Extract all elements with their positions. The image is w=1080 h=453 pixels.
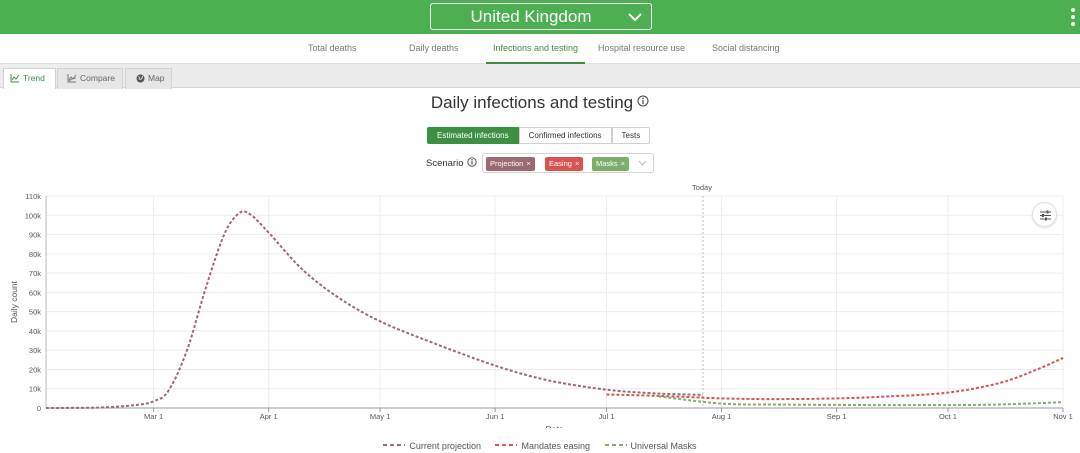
y-tick-label: 60k — [29, 288, 41, 297]
legend-label: Current projection — [409, 441, 481, 451]
tab-map[interactable]: Map — [125, 68, 172, 89]
x-tick-label: May 1 — [370, 412, 390, 421]
x-tick-label: Mar 1 — [144, 412, 163, 421]
tab-hospital-resource-use[interactable]: Hospital resource use — [598, 43, 686, 53]
y-axis-title: Daily count — [9, 280, 19, 323]
chip-masks: Masks × — [592, 157, 630, 171]
info-icon[interactable] — [467, 157, 477, 167]
y-tick-label: 40k — [29, 327, 41, 336]
y-tick-label: 100k — [25, 211, 42, 220]
chevron-down-icon[interactable] — [638, 159, 647, 167]
tab-compare-label: Compare — [80, 73, 115, 83]
series-line-universal-masks — [658, 395, 1064, 407]
y-tick-label: 70k — [29, 269, 41, 278]
tab-daily-deaths[interactable]: Daily deaths — [409, 43, 459, 53]
y-tick-label: 0 — [37, 404, 41, 413]
today-label: Today — [691, 183, 712, 192]
main-nav: Total deaths Daily deaths Infections and… — [0, 34, 1080, 64]
x-tick-label: Jul 1 — [599, 412, 615, 421]
infections-chart: 0 10k 20k 30k 40k 50k 60k 70k 80k 90k 100k 110k Mar … — [9, 192, 1073, 428]
legend-swatch-universal-masks — [604, 444, 627, 446]
x-tick-label: Jun 1 — [486, 412, 504, 421]
tab-map-label: Map — [148, 73, 165, 83]
top-bar: United Kingdom — [0, 0, 1080, 34]
y-tick-label: 10k — [29, 385, 41, 394]
location-label: United Kingdom — [470, 7, 592, 26]
y-tick-label: 80k — [29, 250, 41, 259]
tab-infections-and-testing[interactable]: Infections and testing — [486, 34, 586, 64]
x-axis-title: Date — [546, 424, 564, 428]
tests-button[interactable]: Tests — [611, 127, 651, 144]
chevron-down-icon — [628, 13, 642, 22]
globe-icon — [136, 74, 145, 83]
chip-masks-label: Masks — [596, 159, 618, 168]
kebab-menu-icon[interactable] — [1066, 6, 1080, 28]
chip-projection-remove[interactable]: × — [526, 159, 531, 168]
view-tab-bar: Trend Compare Map — [0, 64, 1080, 89]
tab-total-deaths[interactable]: Total deaths — [308, 43, 357, 53]
y-tick-label: 50k — [29, 308, 41, 317]
chip-easing-label: Easing — [549, 159, 572, 168]
confirmed-infections-button[interactable]: Confirmed infections — [518, 127, 612, 144]
tab-trend-label: Trend — [23, 73, 45, 83]
y-tick-label: 110k — [25, 192, 41, 201]
legend-universal-masks[interactable]: Universal Masks — [604, 441, 697, 451]
chip-masks-remove[interactable]: × — [620, 159, 626, 168]
x-tick-label: Oct 1 — [939, 412, 957, 421]
chart-legend: Current projection Mandates easing Unive… — [0, 441, 1080, 451]
legend-swatch-current-projection — [383, 444, 406, 446]
legend-mandates-easing[interactable]: Mandates easing — [495, 441, 590, 451]
compare-chart-icon — [67, 74, 77, 83]
chart-settings-button[interactable] — [1032, 202, 1057, 227]
location-select[interactable]: United Kingdom — [430, 3, 652, 30]
info-icon[interactable] — [637, 95, 649, 107]
chip-projection: Projection × — [486, 157, 535, 171]
y-tick-label: 20k — [29, 365, 41, 374]
estimated-infections-button[interactable]: Estimated infections — [427, 127, 519, 144]
chip-easing: Easing × — [545, 157, 584, 171]
x-tick-label: Sep 1 — [827, 412, 847, 421]
legend-label: Mandates easing — [521, 441, 591, 451]
scenario-select[interactable]: Projection × Easing × Masks × — [482, 153, 654, 173]
tab-compare[interactable]: Compare — [57, 68, 123, 89]
chip-easing-remove[interactable]: × — [574, 159, 580, 168]
scenario-label-text: Scenario — [426, 158, 464, 169]
y-tick-label: 90k — [29, 231, 41, 240]
tab-social-distancing[interactable]: Social distancing — [712, 43, 780, 53]
chip-projection-label: Projection — [490, 159, 524, 168]
line-chart-icon — [10, 74, 20, 83]
panel-title: Daily infections and testing — [430, 93, 634, 112]
legend-label: Universal Masks — [630, 441, 697, 451]
panel-title-row: Daily infections and testing — [0, 93, 1080, 113]
series-line-mandates-easing — [606, 356, 1064, 401]
x-tick-label: Apr 1 — [260, 412, 278, 421]
x-tick-label: Aug 1 — [712, 412, 732, 421]
series-line-current-projection — [45, 210, 704, 409]
y-tick-label: 30k — [29, 346, 41, 355]
tab-trend[interactable]: Trend — [3, 68, 56, 89]
legend-current-projection[interactable]: Current projection — [383, 441, 481, 451]
scenario-label: Scenario — [426, 157, 477, 169]
sliders-icon — [1040, 210, 1051, 221]
legend-swatch-mandates-easing — [495, 444, 518, 446]
metric-toggle: Estimated infections Confirmed infection… — [427, 127, 651, 144]
x-tick-label: Nov 1 — [1053, 412, 1073, 421]
